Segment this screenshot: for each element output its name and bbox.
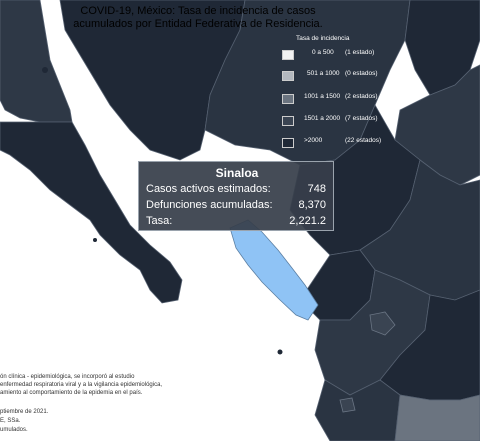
legend-range: 1501 a 2000 [304, 115, 341, 122]
title-line-1: COVID-19, México: Tasa de incidencia de … [80, 5, 316, 17]
island [93, 238, 97, 242]
island [277, 349, 283, 355]
state-baja-california[interactable] [0, 0, 73, 123]
legend-count: (0 estados) [345, 70, 378, 77]
legend-count: (1 estado) [345, 49, 375, 56]
legend-count: (2 estados) [345, 93, 378, 100]
tooltip-state-name: Sinaloa [215, 166, 259, 180]
tooltip-value: 8,370 [298, 199, 326, 211]
legend-count: (7 estados) [345, 115, 378, 122]
legend-range: 0 a 500 [312, 49, 334, 56]
state-sinaloa[interactable] [229, 219, 319, 321]
footnote-line: E, SSa. [0, 418, 21, 424]
legend-title: Tasa de incidencia [296, 35, 350, 42]
legend-swatch [282, 116, 294, 126]
tooltip-value: 748 [307, 183, 326, 195]
legend-range: 501 a 1000 [307, 70, 340, 77]
tooltip-label: Casos activos estimados: [146, 183, 271, 195]
tooltip-label: Tasa: [146, 215, 173, 227]
state-guerrero-gray[interactable] [394, 394, 480, 441]
island [42, 67, 48, 73]
tooltip-label: Defunciones acumuladas: [146, 199, 273, 211]
legend-swatch [282, 71, 294, 81]
title-line-2: acumulados por Entidad Federativa de Res… [73, 18, 323, 30]
footnote-line: ptiembre de 2021. [0, 409, 49, 415]
state-tooltip: Sinaloa Casos activos estimados: 748 Def… [138, 161, 334, 231]
state-aguascalientes[interactable] [369, 311, 396, 336]
tooltip-value: 2,221.2 [289, 215, 326, 227]
footnote-line: enfermedad respiratoria viral y a la vig… [0, 382, 163, 388]
legend-range: 1001 a 1500 [304, 93, 341, 100]
state-colima[interactable] [339, 397, 356, 413]
legend-swatch [282, 138, 294, 148]
legend-swatch [282, 50, 294, 60]
map-title: COVID-19, México: Tasa de incidencia de … [58, 5, 338, 31]
footnote-line: amiento al comportamiento de la epidemia… [0, 390, 143, 396]
state-baja-california-sur[interactable] [0, 121, 183, 304]
legend-swatch [282, 94, 294, 104]
footnote-line: umulados. [0, 427, 28, 433]
legend-count: (22 estados) [345, 137, 382, 144]
footnote-line: ón clínica - epidemiológica, se incorpor… [0, 374, 135, 380]
legend-range: >2000 [304, 137, 323, 144]
